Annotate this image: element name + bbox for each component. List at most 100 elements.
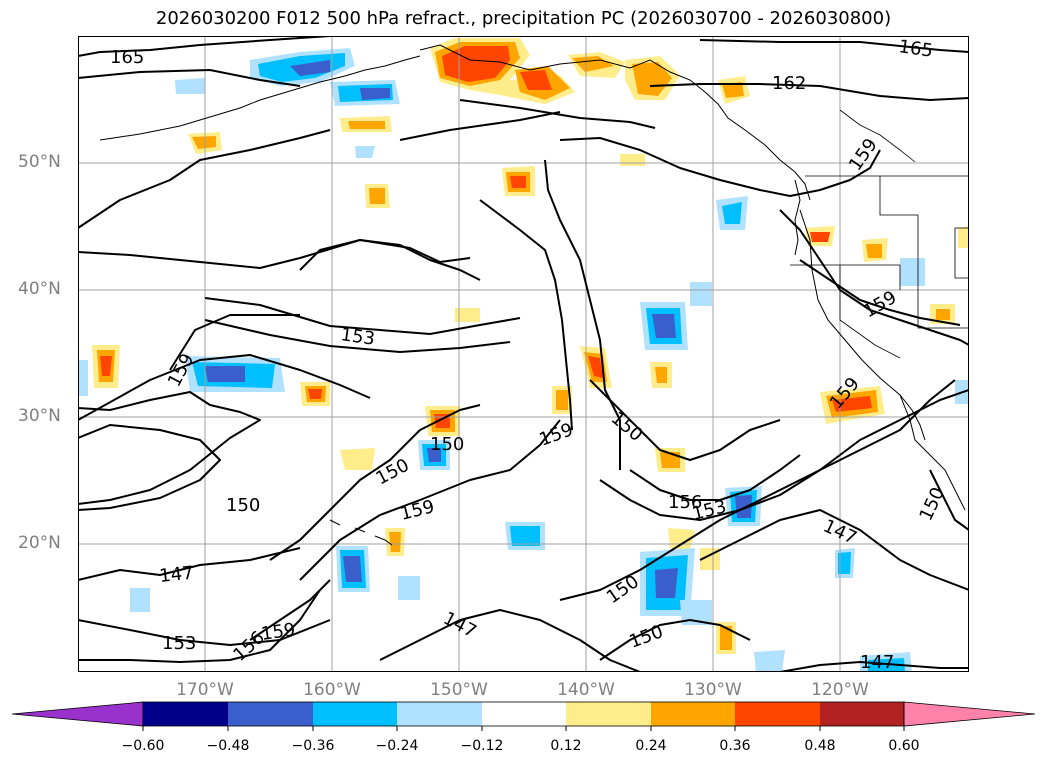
lon-label-140w: 140°W	[557, 680, 615, 700]
coastlines	[99, 44, 966, 546]
precip-positive-area	[572, 56, 614, 72]
precip-negative-area	[355, 146, 375, 158]
contour-153-inner	[204, 319, 511, 353]
contour-147-west	[78, 547, 301, 581]
contour-159-south	[299, 419, 561, 581]
contour-153-sw	[78, 619, 331, 646]
precip-positive-area	[556, 390, 568, 410]
precip-positive-area	[720, 626, 732, 650]
contour-162	[78, 69, 969, 129]
precip-positive-area	[620, 154, 645, 166]
colorbar-ticks	[142, 726, 905, 731]
contour-label: 165	[897, 36, 934, 62]
contour-label: 150	[627, 621, 666, 652]
colorbar-segment	[228, 702, 313, 726]
contour-label-group: 165 165 162 159 159 159 153 159 150 150 …	[110, 36, 949, 672]
lon-label-130w: 130°W	[684, 680, 742, 700]
contour-156-sw	[78, 589, 321, 663]
colorbar-tick-label: −0.36	[291, 738, 335, 754]
contour-159-north	[78, 111, 881, 229]
contour-159-west	[78, 314, 371, 421]
precip-negative-area	[175, 78, 205, 94]
precip-positive-area	[455, 308, 480, 322]
precip-negative-area	[690, 282, 712, 306]
precip-positive-area	[632, 62, 672, 96]
contour-label: 147	[158, 562, 194, 586]
precip-positive-area	[958, 226, 969, 248]
colorbar-frame	[142, 701, 905, 727]
precip-negative-area	[398, 576, 420, 600]
precip-positive-area	[655, 367, 667, 383]
state-border	[954, 227, 969, 279]
precip-negative-area	[868, 658, 905, 672]
precip-positive-area	[832, 396, 872, 412]
colorbar	[11, 701, 1036, 731]
precip-negative-area	[427, 448, 441, 462]
state-border	[879, 176, 969, 329]
precip-negative-area	[290, 60, 330, 76]
contour-label: 150	[915, 484, 949, 524]
precip-negative-area	[655, 568, 678, 598]
contour-south-vertical	[544, 159, 621, 470]
political-borders	[790, 109, 969, 359]
colorbar-extend-high	[903, 701, 1036, 727]
contour-147-east	[699, 509, 969, 591]
colorbar-extend-low	[11, 701, 144, 727]
colorbar-segment	[820, 702, 904, 726]
map-panel: 165 165 162 159 159 159 153 159 150 150 …	[78, 36, 969, 672]
state-border	[839, 265, 901, 359]
contour-159-central	[78, 199, 573, 431]
contour-label: 147	[440, 608, 480, 643]
contour-label: 150	[226, 495, 260, 516]
contour-147-south	[379, 609, 641, 672]
aleutian-islands	[99, 55, 421, 141]
precip-negative-area	[838, 552, 851, 574]
contour-147-se	[779, 661, 969, 672]
precip-positive-area	[308, 389, 322, 399]
precip-positive-area	[348, 121, 385, 129]
colorbar-segment	[566, 702, 651, 726]
contour-150-mid	[78, 424, 221, 511]
contour-label: 159	[537, 419, 576, 450]
state-border	[790, 264, 901, 290]
contour-150-west	[78, 391, 261, 505]
contour-coastal	[779, 209, 969, 346]
precip-negative-area	[360, 88, 390, 100]
contour-165-north	[78, 36, 331, 57]
precip-negative-area	[754, 650, 785, 672]
precip-negative-area	[735, 495, 752, 518]
lon-label-170w: 170°W	[176, 680, 234, 700]
precip-positive-area	[389, 532, 401, 552]
contour-label: 159	[398, 496, 436, 525]
contour-label: 165	[110, 47, 144, 68]
lat-label-20n: 20°N	[18, 533, 61, 553]
contour-label: 150	[430, 434, 464, 455]
precip-negative-area	[343, 556, 362, 582]
colorbar-segment	[143, 702, 228, 726]
lon-label-150w: 150°W	[430, 680, 488, 700]
colorbar-tick-label: −0.12	[460, 738, 504, 754]
colorbar-tick-label: 0.24	[635, 738, 667, 754]
lat-label-40n: 40°N	[18, 279, 61, 299]
colorbar-tick-label: −0.24	[375, 738, 419, 754]
bc-coast	[794, 179, 801, 256]
precip-positive-area	[936, 309, 950, 320]
precip-negative-area	[510, 526, 540, 546]
precip-positive-area	[588, 356, 603, 378]
precip-negative-area	[78, 360, 88, 396]
colorbar-tick-label: 0.60	[888, 738, 920, 754]
contour-150-east	[589, 379, 781, 461]
lat-label-30n: 30°N	[18, 406, 61, 426]
precip-negative-area	[652, 314, 676, 338]
precip-positive-area	[192, 136, 216, 149]
contour-label: 162	[772, 73, 806, 94]
precip-positive-area	[866, 244, 882, 258]
precip-positive-area	[510, 176, 526, 188]
state-border	[839, 109, 916, 163]
graticule	[78, 36, 969, 672]
colorbar-tick-label: −0.48	[206, 738, 250, 754]
precip-positive-area	[100, 356, 112, 376]
colorbar-tick-label: −0.60	[121, 738, 165, 754]
precip-positive-area	[520, 70, 552, 90]
contour-label: 150	[607, 408, 647, 446]
